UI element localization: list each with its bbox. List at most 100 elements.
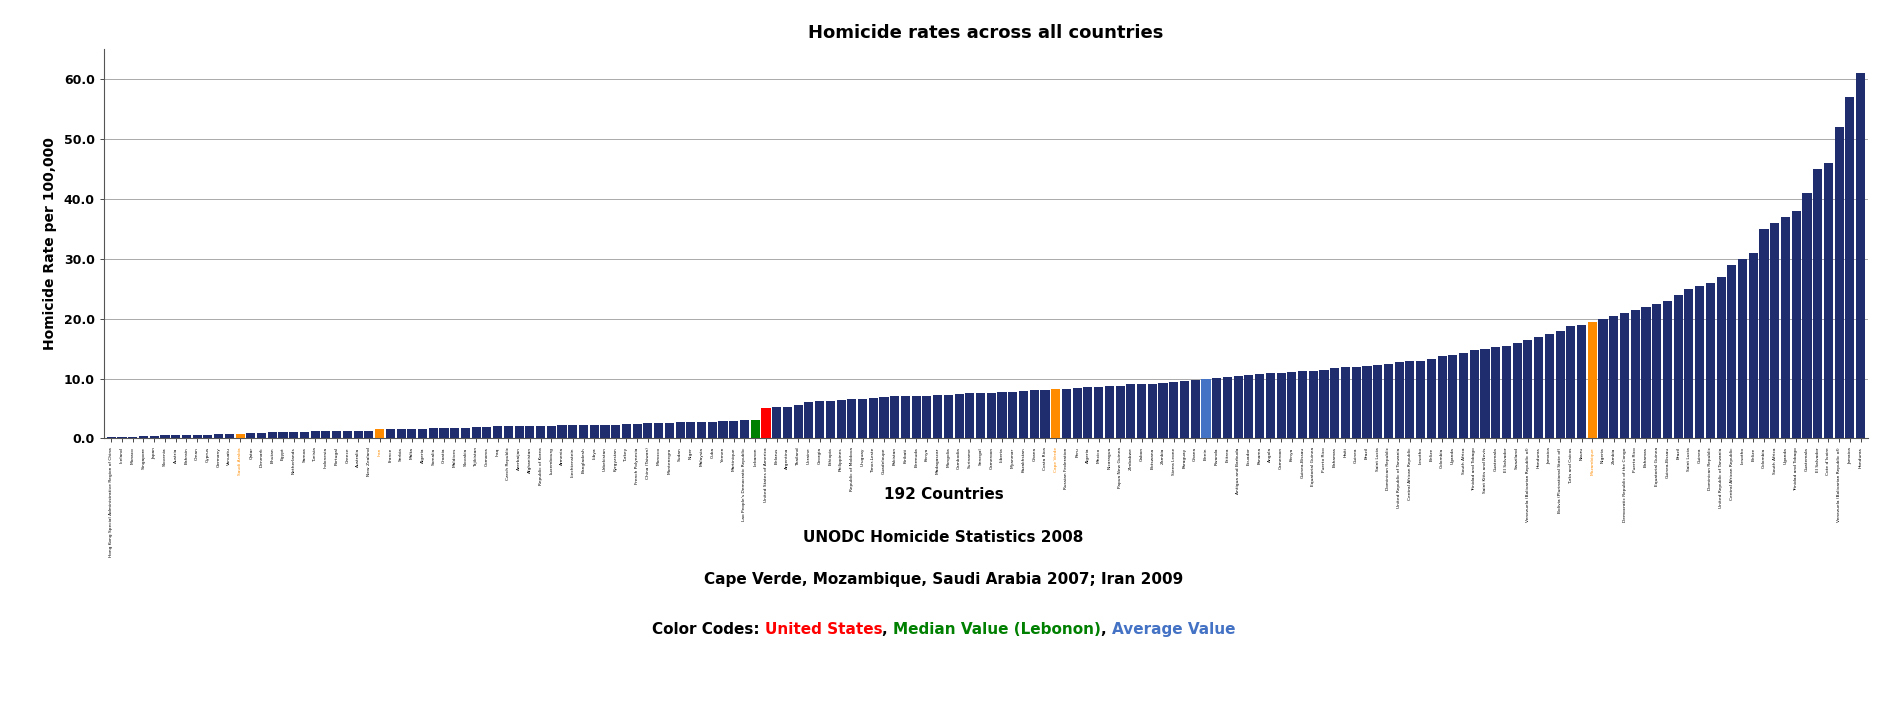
Bar xyxy=(1062,390,1072,438)
Bar xyxy=(472,427,481,438)
Bar xyxy=(1674,295,1683,438)
Bar xyxy=(664,423,674,438)
Bar xyxy=(1653,304,1661,438)
Bar xyxy=(417,428,426,438)
Bar xyxy=(1481,349,1489,438)
Bar xyxy=(525,426,534,438)
Bar xyxy=(804,402,813,438)
Bar xyxy=(396,429,406,438)
Bar xyxy=(879,397,889,438)
Bar xyxy=(128,436,138,438)
Bar xyxy=(1051,390,1060,438)
Bar xyxy=(1104,386,1113,438)
Bar xyxy=(300,432,309,438)
Bar xyxy=(1727,265,1736,438)
Bar xyxy=(1266,373,1276,438)
Bar xyxy=(451,428,459,438)
Bar xyxy=(108,437,115,438)
Bar xyxy=(1127,385,1136,438)
Bar xyxy=(204,435,213,438)
Title: Homicide rates across all countries: Homicide rates across all countries xyxy=(808,24,1164,42)
Bar xyxy=(783,407,793,438)
Bar xyxy=(1094,387,1104,438)
Text: United States: United States xyxy=(764,621,883,637)
Text: Average Value: Average Value xyxy=(1111,621,1236,637)
Bar xyxy=(1115,386,1125,438)
Bar xyxy=(1008,392,1017,438)
Bar xyxy=(1523,339,1532,438)
Bar xyxy=(847,399,857,438)
Bar xyxy=(932,395,942,438)
Bar xyxy=(1610,316,1619,438)
Text: 192 Countries: 192 Countries xyxy=(883,487,1004,503)
Bar xyxy=(1749,253,1759,438)
Bar xyxy=(900,397,910,438)
Bar xyxy=(1642,307,1651,438)
Bar xyxy=(1545,334,1555,438)
Bar xyxy=(1030,390,1040,438)
Bar xyxy=(859,399,868,438)
Bar xyxy=(966,394,974,438)
Bar xyxy=(1802,193,1812,438)
Bar xyxy=(1159,382,1168,438)
Bar xyxy=(589,425,598,438)
Bar xyxy=(160,436,170,438)
Bar xyxy=(1857,74,1864,438)
Bar xyxy=(1179,381,1189,438)
Bar xyxy=(1351,366,1361,438)
Bar xyxy=(1319,370,1328,438)
Bar xyxy=(385,429,394,438)
Bar xyxy=(623,424,630,438)
Bar xyxy=(643,423,653,438)
Bar xyxy=(353,431,362,438)
Bar xyxy=(944,395,953,438)
Bar xyxy=(1447,355,1457,438)
Bar xyxy=(483,427,491,438)
Bar xyxy=(696,421,706,438)
Bar xyxy=(245,433,255,438)
Bar xyxy=(1287,372,1296,438)
Bar xyxy=(827,401,834,438)
Text: ,: , xyxy=(1100,621,1111,637)
Bar xyxy=(1394,363,1404,438)
Bar xyxy=(1330,368,1340,438)
Bar xyxy=(1470,351,1479,438)
Bar xyxy=(772,407,781,438)
Bar xyxy=(1138,385,1145,438)
Bar xyxy=(332,431,342,438)
Bar xyxy=(998,392,1006,438)
Bar xyxy=(1342,367,1349,438)
Bar xyxy=(1234,376,1244,438)
Bar xyxy=(140,436,147,438)
Bar xyxy=(311,431,319,438)
Bar xyxy=(1427,358,1436,438)
Bar xyxy=(1598,319,1608,438)
Bar xyxy=(708,421,717,438)
Bar xyxy=(1491,347,1500,438)
Bar xyxy=(1619,312,1628,438)
Bar xyxy=(611,425,621,438)
Bar xyxy=(1845,98,1855,438)
Bar xyxy=(687,422,696,438)
Bar xyxy=(955,394,964,438)
Bar xyxy=(1770,223,1779,438)
Bar xyxy=(1170,382,1177,438)
Bar xyxy=(1415,361,1425,438)
Bar xyxy=(1781,217,1791,438)
Bar xyxy=(1191,380,1200,438)
Bar xyxy=(213,433,223,438)
Bar xyxy=(911,397,921,438)
Bar xyxy=(343,431,353,438)
Bar xyxy=(1211,378,1221,438)
Bar xyxy=(289,432,298,438)
Bar xyxy=(1513,343,1521,438)
Text: ,: , xyxy=(883,621,893,637)
Bar xyxy=(794,405,802,438)
Bar xyxy=(1406,361,1415,438)
Bar xyxy=(891,397,900,438)
Bar xyxy=(1147,384,1157,438)
Text: Median Value (Lebonon): Median Value (Lebonon) xyxy=(893,621,1100,637)
Bar xyxy=(751,420,760,438)
Bar xyxy=(1759,229,1768,438)
Bar xyxy=(1202,378,1211,438)
